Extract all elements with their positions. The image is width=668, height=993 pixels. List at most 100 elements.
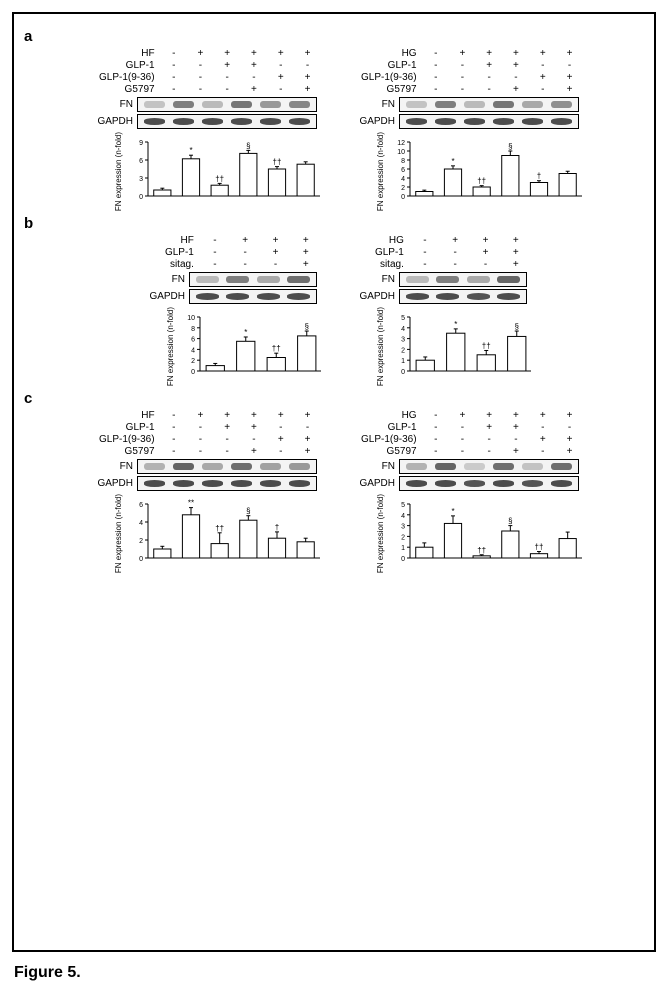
sig-label: §: [305, 322, 309, 331]
treatment-cell: -: [449, 83, 476, 95]
ytick-label: 2: [191, 358, 195, 365]
chart-ylabel: FN expression (n-fold): [113, 494, 124, 573]
treatment-cell: -: [423, 409, 449, 421]
treatment-cell: -: [294, 421, 321, 433]
treatment-row-label: G5797: [359, 445, 423, 457]
ytick-label: 4: [401, 326, 405, 333]
sig-label: §: [508, 517, 512, 526]
bar: [447, 333, 465, 371]
bar: [268, 538, 285, 558]
subpanel: HG-+++++GLP-1--++--GLP-1(9-36)----++G579…: [347, 409, 583, 573]
treatment-cell: -: [187, 445, 214, 457]
treatment-row-label: GLP-1(9-36): [97, 433, 161, 445]
blot-band: [173, 118, 195, 125]
treatment-cell: -: [161, 71, 187, 83]
treatment-cell: -: [476, 433, 503, 445]
blot-band: [497, 276, 520, 283]
treatment-cell: +: [556, 409, 583, 421]
blot-band: [257, 293, 280, 300]
blot-row-label: GAPDH: [359, 291, 399, 302]
treatment-cell: +: [294, 433, 321, 445]
blot-band: [522, 118, 544, 125]
ytick-label: 12: [397, 140, 405, 147]
sig-label: ††: [215, 174, 224, 183]
blot-band: [173, 101, 195, 108]
blot-box: [189, 272, 317, 287]
bar: [502, 156, 519, 197]
treatment-cell: +: [260, 246, 290, 258]
treatment-cell: -: [294, 59, 321, 71]
treatment-row-label: GLP-1: [97, 59, 161, 71]
treatment-cell: -: [230, 246, 260, 258]
blot-row-label: GAPDH: [359, 478, 399, 489]
blot-band: [406, 293, 429, 300]
blot-box: [137, 459, 317, 474]
treatment-row-label: HG: [359, 234, 410, 246]
bar: [559, 174, 576, 197]
treatment-cell: -: [556, 59, 583, 71]
blot-band: [231, 463, 253, 470]
blot-band: [287, 293, 310, 300]
bar: [416, 547, 433, 558]
ytick-label: 3: [401, 337, 405, 344]
treatment-cell: +: [241, 83, 268, 95]
treatment-cell: -: [440, 258, 470, 270]
ytick-label: 9: [139, 140, 143, 147]
blot-box: [189, 289, 317, 304]
bar-chart: 0246810*††§: [176, 307, 321, 377]
blot-band: [551, 118, 573, 125]
bar: [182, 515, 199, 558]
sig-label: *: [454, 320, 457, 329]
treatment-cell: +: [556, 71, 583, 83]
blot-band: [144, 480, 166, 487]
ytick-label: 2: [401, 535, 405, 542]
treatment-cell: +: [294, 83, 321, 95]
blot-band: [144, 101, 166, 108]
ytick-label: 10: [397, 149, 405, 156]
chart-ylabel: FN expression (n-fold): [165, 307, 176, 386]
sig-label: *: [189, 146, 192, 155]
treatment-cell: -: [161, 433, 187, 445]
chart-ylabel: FN expression (n-fold): [375, 132, 386, 211]
ytick-label: 8: [401, 158, 405, 165]
bar: [508, 337, 526, 372]
treatment-cell: -: [161, 409, 187, 421]
ytick-label: 5: [401, 502, 405, 509]
treatment-row-label: G5797: [97, 83, 161, 95]
blot-row-label: FN: [359, 274, 399, 285]
blot-band: [260, 463, 282, 470]
bar: [530, 183, 547, 197]
treatment-cell: +: [241, 421, 268, 433]
treatment-cell: +: [241, 409, 268, 421]
bar: [297, 164, 314, 196]
blot-box: [399, 272, 527, 287]
treatment-row-label: G5797: [359, 83, 423, 95]
bar: [444, 169, 461, 196]
treatment-cell: +: [503, 83, 530, 95]
treatment-row-label: GLP-1(9-36): [359, 71, 423, 83]
treatment-cell: -: [187, 421, 214, 433]
panel-label: c: [24, 390, 644, 407]
blot-box: [137, 114, 317, 129]
treatment-cell: +: [291, 234, 321, 246]
treatment-cell: -: [529, 445, 556, 457]
treatment-cell: -: [410, 258, 440, 270]
blot-box: [399, 114, 579, 129]
blot-band: [202, 480, 224, 487]
treatment-cell: +: [556, 445, 583, 457]
treatment-cell: -: [410, 246, 440, 258]
treatment-cell: -: [423, 445, 449, 457]
blot-band: [289, 101, 311, 108]
treatment-cell: +: [260, 234, 290, 246]
blot-band: [231, 480, 253, 487]
treatment-row-label: GLP-1: [97, 421, 161, 433]
bar-chart: 012345*††§††: [386, 494, 583, 564]
treatment-cell: -: [161, 59, 187, 71]
treatment-cell: -: [423, 421, 449, 433]
blot-band: [144, 118, 166, 125]
blot-box: [399, 97, 579, 112]
treatment-cell: +: [529, 47, 556, 59]
treatment-cell: -: [476, 83, 503, 95]
treatment-cell: -: [241, 433, 268, 445]
treatment-cell: -: [267, 421, 294, 433]
